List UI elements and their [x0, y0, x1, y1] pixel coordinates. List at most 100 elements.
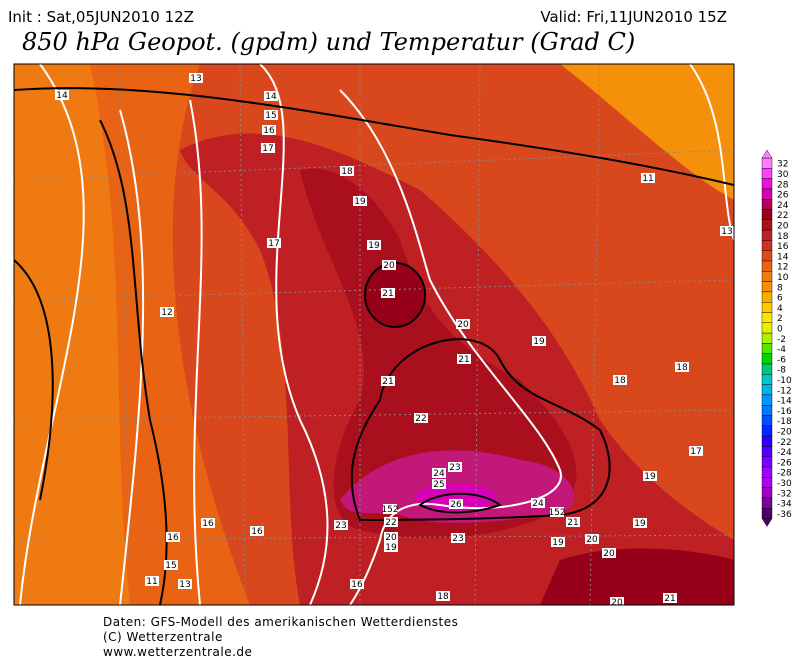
legend-label: 0 — [777, 324, 783, 334]
legend-label: 8 — [777, 283, 783, 293]
label-box — [436, 591, 450, 601]
label-box — [451, 533, 465, 543]
contour-label: 19 — [552, 538, 564, 548]
contour-label: 19 — [354, 197, 366, 207]
label-box — [449, 499, 463, 509]
contour-label: 22 — [415, 414, 426, 424]
legend-swatch — [761, 353, 773, 365]
contour-label: 22 — [385, 518, 396, 528]
legend-swatch — [761, 487, 773, 499]
contour-label: 16 — [263, 126, 275, 136]
legend-label: -6 — [777, 355, 786, 365]
label-box — [602, 548, 616, 558]
valid-time: Valid: Fri,11JUN2010 15Z — [540, 8, 727, 26]
legend-swatch — [761, 302, 773, 313]
field-se — [540, 548, 734, 605]
legend-swatch — [761, 178, 773, 190]
field-darkred — [300, 168, 577, 539]
legend-swatch — [761, 198, 773, 210]
legend-swatch — [761, 229, 773, 241]
contour-label: 16 — [251, 527, 263, 537]
legend-swatch — [761, 219, 773, 231]
label-box — [189, 73, 203, 83]
legend-label: 32 — [777, 160, 788, 170]
color-legend: 32302826242220181614121086420-2-4-6-8-10… — [761, 149, 792, 527]
contour-label: 21 — [458, 355, 469, 365]
legend-swatch — [761, 209, 773, 221]
legend-swatch — [761, 332, 773, 344]
footer-data: Daten: GFS-Modell des amerikanischen Wet… — [103, 615, 458, 629]
isotherms-black — [14, 87, 734, 605]
legend-swatch — [761, 260, 773, 272]
label-box — [531, 498, 545, 508]
label-box — [613, 375, 627, 385]
legend-label: 30 — [777, 170, 789, 180]
legend-label: -30 — [777, 479, 792, 489]
label-box — [261, 143, 275, 153]
label-box — [384, 532, 398, 542]
contour-label: 25 — [433, 480, 444, 490]
legend-label: 22 — [777, 211, 788, 221]
contour-label: 23 — [449, 463, 460, 473]
legend-label: 4 — [777, 304, 783, 314]
legend-label: -20 — [777, 427, 792, 437]
contour-label: 21 — [664, 594, 675, 604]
label-box — [457, 354, 471, 364]
geopotential-lines-white — [19, 64, 734, 605]
legend-swatch — [761, 415, 773, 427]
graticule — [14, 64, 734, 605]
legend-swatch — [761, 363, 773, 375]
label-box — [367, 240, 381, 250]
legend-swatch — [761, 384, 773, 396]
legend-label: 26 — [777, 191, 789, 201]
init-time: Init : Sat,05JUN2010 12Z — [8, 8, 194, 26]
label-box — [551, 537, 565, 547]
contour-label: 16 — [167, 533, 179, 543]
contour-label: 19 — [644, 472, 656, 482]
label-box — [384, 542, 398, 552]
contour-label: 15 — [265, 111, 276, 121]
legend-swatch — [761, 508, 773, 519]
legend-label: 6 — [777, 294, 783, 304]
legend-swatch — [761, 477, 773, 488]
legend-label: -32 — [777, 489, 792, 499]
label-box — [267, 238, 281, 248]
contour-label: 19 — [385, 543, 397, 553]
legend-swatch — [761, 240, 773, 251]
contour-label: 14 — [56, 91, 68, 101]
label-box — [164, 560, 178, 570]
legend-label: -2 — [777, 335, 786, 345]
contour-label: 18 — [676, 363, 688, 373]
legend-label: 10 — [777, 273, 789, 283]
legend-swatch — [761, 343, 773, 354]
legend-label: 18 — [777, 232, 789, 242]
contour-label: 152 — [381, 505, 398, 515]
legend-swatch — [761, 291, 773, 303]
legend-label: -34 — [777, 500, 792, 510]
contour-label: 19 — [368, 241, 380, 251]
label-box — [262, 125, 276, 135]
contour-label: 16 — [351, 580, 363, 590]
contour-label: 15 — [165, 561, 176, 571]
label-box — [160, 307, 174, 317]
legend-label: 16 — [777, 242, 789, 252]
legend-label: -4 — [777, 345, 786, 355]
legend-label: -8 — [777, 366, 786, 376]
contour-label: 21 — [382, 289, 393, 299]
legend-label: -12 — [777, 386, 792, 396]
legend-swatch — [761, 435, 773, 447]
contour-label: 21 — [382, 377, 393, 387]
label-box — [720, 226, 734, 236]
contour-label: 19 — [533, 337, 545, 347]
legend-swatch — [761, 312, 773, 324]
label-box — [633, 518, 647, 528]
map-frame — [13, 63, 735, 606]
contour-label: 13 — [190, 74, 201, 84]
label-box — [675, 362, 689, 372]
label-box — [145, 576, 159, 586]
contour-label: 20 — [586, 535, 598, 545]
legend-swatch — [761, 405, 773, 416]
label-box — [381, 288, 395, 298]
